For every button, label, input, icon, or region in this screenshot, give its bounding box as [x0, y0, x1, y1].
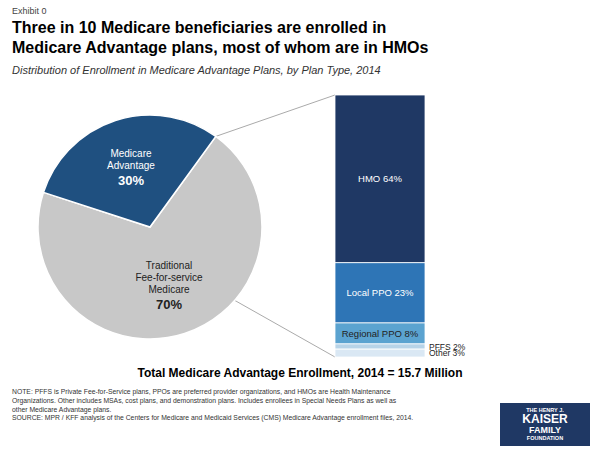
- html-text:NOTE: PFFS is Private Fee-for-: NOTE: PFFS is Private Fee-for-Service pl…: [12, 388, 414, 422]
- html-text:KAISER: KAISER: [522, 412, 568, 427]
- html-text:THE HENRY J.: THE HENRY J.: [526, 406, 564, 413]
- svg-text:MedicareAdvantage30%: MedicareAdvantage30%: [107, 148, 155, 188]
- html-text:Total Medicare Advantage Enrol: Total Medicare Advantage Enrollment, 201…: [137, 366, 463, 380]
- svg-text:Regional PPO 8%: Regional PPO 8%: [342, 328, 419, 339]
- svg-text:Local PPO 23%: Local PPO 23%: [346, 287, 414, 298]
- svg-text:Other 3%: Other 3%: [429, 348, 465, 357]
- svg-text:PFFS 2%: PFFS 2%: [429, 341, 466, 352]
- html-text:FAMILY: FAMILY: [528, 425, 562, 436]
- svg-text:TraditionalFee-for-serviceMedi: TraditionalFee-for-serviceMedicare70%: [135, 260, 203, 312]
- html-text:Exhibit 0: Exhibit 0: [12, 6, 47, 16]
- html-text:FOUNDATION: FOUNDATION: [526, 434, 564, 441]
- html-text:Three in 10 Medicare beneficia: Three in 10 Medicare beneficiaries are e…: [12, 19, 429, 56]
- html-text:Distribution of Enrollment in: Distribution of Enrollment in Medicare A…: [12, 64, 381, 76]
- svg-text:HMO 64%: HMO 64%: [358, 173, 402, 184]
